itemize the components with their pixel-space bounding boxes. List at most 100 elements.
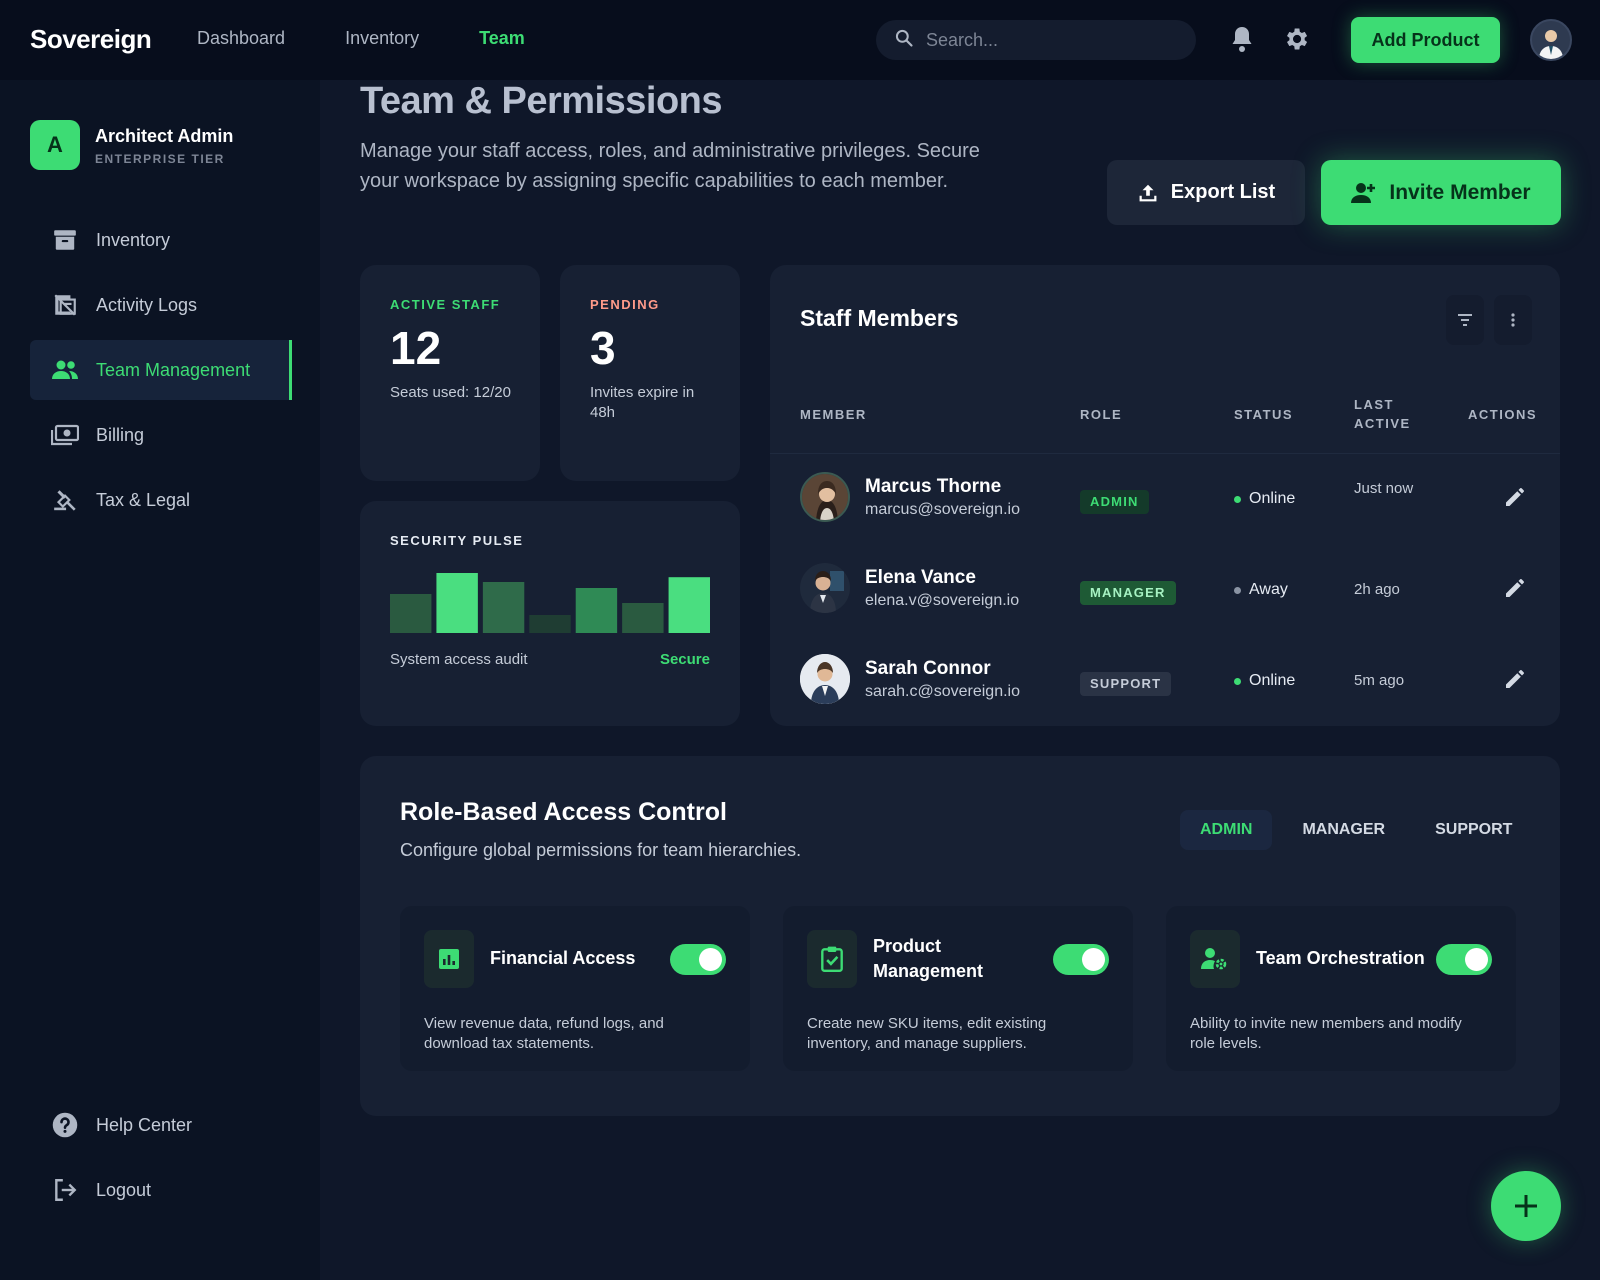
- people-icon: [50, 355, 80, 385]
- edit-pencil-icon[interactable]: [1500, 482, 1530, 512]
- sidebar-item-team-management[interactable]: Team Management: [30, 340, 292, 400]
- tab-admin[interactable]: ADMIN: [1180, 810, 1273, 850]
- column-header-actions: ACTIONS: [1468, 407, 1537, 422]
- sidebar-item-help-center[interactable]: Help Center: [30, 1095, 292, 1155]
- invite-member-label: Invite Member: [1389, 180, 1531, 204]
- org-avatar: A: [30, 120, 80, 170]
- sidebar-item-label: Activity Logs: [96, 294, 198, 315]
- sidebar-item-label: Inventory: [96, 229, 171, 250]
- member-email: sarah.c@sovereign.io: [865, 683, 1020, 700]
- column-header-role: ROLE: [1080, 407, 1123, 422]
- permission-title: Team Orchestration: [1256, 948, 1425, 968]
- floating-add-button[interactable]: [1491, 1171, 1561, 1241]
- pulse-bar: [575, 588, 618, 633]
- product-management-toggle[interactable]: [1053, 944, 1109, 975]
- table-row[interactable]: Elena Vance elena.v@sovereign.io MANAGER…: [770, 545, 1560, 636]
- rbac-card: Role-Based Access Control Configure glob…: [360, 756, 1560, 1116]
- add-person-icon: [1351, 182, 1376, 203]
- member-avatar: [800, 472, 850, 522]
- table-row[interactable]: Marcus Thorne marcus@sovereign.io ADMIN …: [770, 454, 1560, 545]
- pulse-bar: [482, 582, 525, 633]
- security-pulse-footer: System access audit: [390, 651, 528, 668]
- stat-card-active-staff: ACTIVE STAFF 12 Seats used: 12/20: [360, 265, 540, 481]
- edit-pencil-icon[interactable]: [1500, 664, 1530, 694]
- brand-logo[interactable]: Sovereign: [30, 24, 152, 54]
- staff-members-title: Staff Members: [800, 305, 959, 331]
- sidebar-item-billing[interactable]: Billing: [30, 405, 292, 465]
- org-tier: ENTERPRISE TIER: [95, 152, 225, 166]
- invite-member-button[interactable]: Invite Member: [1321, 160, 1561, 225]
- filter-icon[interactable]: [1446, 295, 1484, 345]
- export-list-label: Export List: [1170, 181, 1276, 203]
- pulse-bar: [622, 603, 664, 633]
- member-avatar: [800, 654, 850, 704]
- notifications-bell-icon[interactable]: [1227, 22, 1257, 56]
- status-text: Away: [1249, 581, 1288, 598]
- tab-support[interactable]: SUPPORT: [1435, 821, 1513, 838]
- permission-description: Create new SKU items, edit existing inve…: [807, 1015, 1047, 1052]
- pulse-bar: [668, 577, 710, 633]
- toggle-knob: [1082, 948, 1105, 971]
- sidebar-item-label: Help Center: [96, 1114, 193, 1135]
- role-badge: MANAGER: [1080, 581, 1176, 605]
- sidebar: A Architect Admin ENTERPRISE TIER Invent…: [0, 80, 320, 1280]
- sidebar-item-label: Team Management: [96, 359, 251, 380]
- stat-value: 3: [590, 322, 616, 374]
- security-pulse-card: SECURITY PULSE System access audit Secur…: [360, 501, 740, 726]
- search-box: [876, 20, 1196, 60]
- more-vertical-icon[interactable]: [1494, 295, 1532, 345]
- stat-label: ACTIVE STAFF: [390, 297, 501, 312]
- stat-description: Invites expire in 48h: [590, 384, 695, 421]
- sidebar-item-logout[interactable]: Logout: [30, 1160, 292, 1220]
- nav-team[interactable]: Team: [479, 28, 525, 48]
- user-avatar[interactable]: [1530, 19, 1572, 61]
- column-header-last-active: LAST ACTIVE: [1354, 397, 1411, 431]
- sidebar-item-label: Billing: [96, 424, 145, 445]
- status-indicator: Away: [1234, 581, 1288, 599]
- add-product-button[interactable]: Add Product: [1351, 17, 1500, 63]
- nav-inventory[interactable]: Inventory: [345, 28, 420, 48]
- member-name: Marcus Thorne: [865, 476, 1002, 497]
- role-tabs: ADMIN MANAGER SUPPORT: [1180, 810, 1542, 850]
- sidebar-item-label: Logout: [96, 1179, 152, 1200]
- financial-access-toggle[interactable]: [670, 944, 726, 975]
- search-icon: [894, 28, 914, 53]
- chart-icon: [424, 930, 474, 988]
- edit-pencil-icon[interactable]: [1500, 573, 1530, 603]
- sidebar-item-activity-logs[interactable]: Activity Logs: [30, 275, 292, 335]
- permission-title: Financial Access: [490, 948, 636, 968]
- gavel-icon: [50, 485, 80, 515]
- role-badge: SUPPORT: [1080, 672, 1172, 696]
- archive-icon: [50, 225, 80, 255]
- table-divider: [770, 453, 1560, 454]
- tab-manager[interactable]: MANAGER: [1302, 821, 1386, 838]
- member-name: Sarah Connor: [865, 658, 991, 679]
- stat-label: PENDING: [590, 297, 660, 312]
- table-row[interactable]: Sarah Connor sarah.c@sovereign.io SUPPOR…: [770, 636, 1560, 727]
- settings-gear-icon[interactable]: [1281, 22, 1311, 56]
- upload-icon: [1139, 184, 1157, 201]
- toggle-knob: [1465, 948, 1488, 971]
- receipt-log-icon: [50, 290, 80, 320]
- pulse-bar: [390, 594, 432, 633]
- sidebar-item-inventory[interactable]: Inventory: [30, 210, 292, 270]
- export-list-button[interactable]: Export List: [1107, 160, 1305, 225]
- last-active: 2h ago: [1354, 581, 1400, 598]
- toggle-knob: [699, 948, 722, 971]
- status-text: Online: [1249, 490, 1296, 507]
- security-pulse-chart: [390, 573, 710, 633]
- help-icon: [50, 1110, 80, 1140]
- team-orchestration-toggle[interactable]: [1436, 944, 1492, 975]
- sidebar-item-tax-legal[interactable]: Tax & Legal: [30, 470, 292, 530]
- last-active: Just now: [1354, 480, 1414, 497]
- stat-value: 12: [390, 322, 442, 374]
- status-indicator: Online: [1234, 672, 1295, 690]
- pulse-bar: [529, 615, 571, 633]
- status-dot-icon: [1234, 495, 1241, 503]
- top-bar: Sovereign Dashboard Inventory Team Add P…: [0, 0, 1600, 80]
- role-badge: ADMIN: [1080, 490, 1149, 514]
- column-header-status: STATUS: [1234, 407, 1294, 422]
- search-input[interactable]: [926, 29, 1176, 51]
- nav-dashboard[interactable]: Dashboard: [197, 28, 286, 48]
- status-dot-icon: [1234, 586, 1241, 594]
